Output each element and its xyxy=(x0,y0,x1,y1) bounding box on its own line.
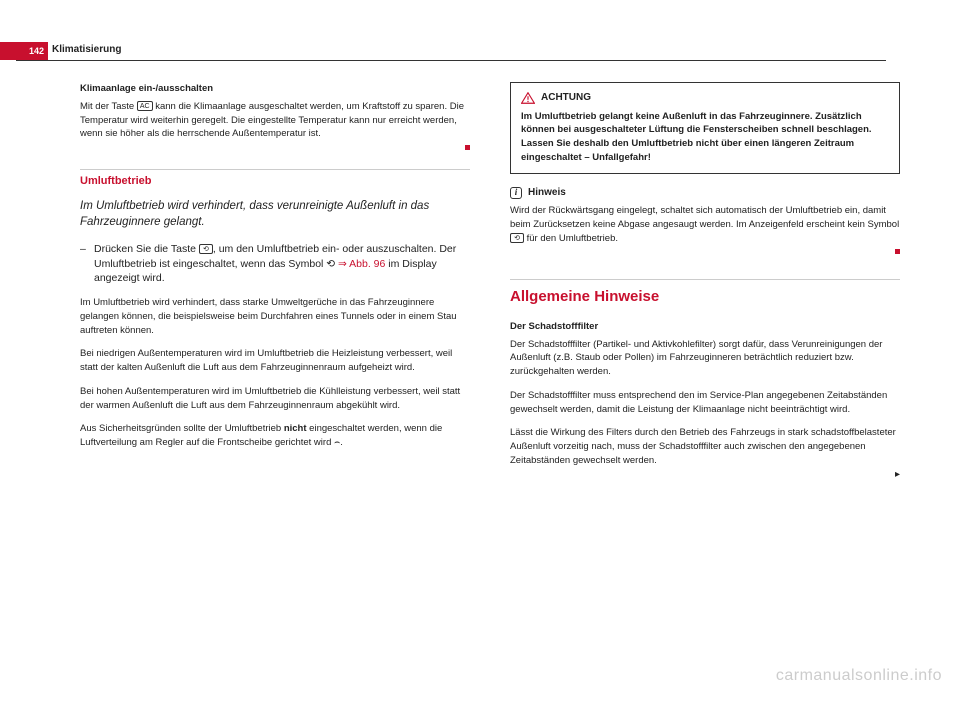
heading-schadstofffilter: Der Schadstofffilter xyxy=(510,320,900,334)
section-end-icon xyxy=(465,145,470,150)
para-filter-2: Der Schadstofffilter muss entsprechend d… xyxy=(510,389,900,417)
warning-label: ACHTUNG xyxy=(541,91,591,106)
header-title: Klimatisierung xyxy=(52,44,121,55)
text: Drücken Sie die Taste xyxy=(94,243,199,255)
para-umluft-2: Im Umluftbetrieb wird verhindert, dass s… xyxy=(80,296,470,337)
figure-reference-link[interactable]: ⇒ Abb. 96 xyxy=(338,258,385,270)
header-rule xyxy=(16,60,886,61)
left-column: Klimaanlage ein-/ausschalten Mit der Tas… xyxy=(80,82,470,492)
content-area: Klimaanlage ein-/ausschalten Mit der Tas… xyxy=(80,82,900,492)
warning-title: ACHTUNG xyxy=(521,91,889,106)
text: für den Umluftbetrieb. xyxy=(524,233,618,244)
intro-umluft: Im Umluftbetrieb wird verhindert, dass v… xyxy=(80,198,470,230)
recirculation-symbol-icon: ⟲ xyxy=(326,258,335,270)
continuation-icon: ▸ xyxy=(895,468,900,483)
bullet-umluft-toggle: – Drücken Sie die Taste ⟲, um den Umluft… xyxy=(80,242,470,286)
bullet-text: Drücken Sie die Taste ⟲, um den Umluftbe… xyxy=(94,242,470,286)
para-filter-3: Lässt die Wirkung des Filters durch den … xyxy=(510,426,900,482)
para-filter-1: Der Schadstofffilter (Partikel- und Akti… xyxy=(510,338,900,379)
right-column: ACHTUNG Im Umluftbetrieb gelangt keine A… xyxy=(510,82,900,492)
info-icon: i xyxy=(510,187,522,199)
warning-body: Im Umluftbetrieb gelangt keine Außenluft… xyxy=(521,110,889,165)
note-body: Wird der Rückwärtsgang eingelegt, schalt… xyxy=(510,204,900,259)
para-umluft-4: Bei hohen Außentemperaturen wird im Umlu… xyxy=(80,385,470,413)
text: Wird der Rückwärtsgang eingelegt, schalt… xyxy=(510,205,899,230)
text: Aus Sicherheitsgründen sollte der Umluft… xyxy=(80,423,284,434)
section-end-icon xyxy=(895,249,900,254)
para-umluft-5: Aus Sicherheitsgründen sollte der Umluft… xyxy=(80,422,470,450)
page-number-tab: 142 xyxy=(0,42,48,60)
text: Lässt die Wirkung des Filters durch den … xyxy=(510,427,896,466)
bold-nicht: nicht xyxy=(284,423,307,434)
text: Mit der Taste xyxy=(80,101,137,112)
bullet-dash-icon: – xyxy=(80,242,94,286)
warning-triangle-icon xyxy=(521,92,535,104)
para-klimaanlage: Mit der Taste AC kann die Klimaanlage au… xyxy=(80,100,470,155)
note-title: i Hinweis xyxy=(510,186,900,201)
para-umluft-3: Bei niedrigen Außentemperaturen wird im … xyxy=(80,347,470,375)
ac-button-icon: AC xyxy=(137,101,153,111)
page-number: 142 xyxy=(29,46,44,56)
text: . xyxy=(340,437,343,448)
watermark: carmanualsonline.info xyxy=(776,667,942,685)
warning-body-text: Im Umluftbetrieb gelangt keine Außenluft… xyxy=(521,111,872,163)
note-label: Hinweis xyxy=(528,186,566,201)
recirculation-button-icon: ⟲ xyxy=(510,233,524,243)
warning-box: ACHTUNG Im Umluftbetrieb gelangt keine A… xyxy=(510,82,900,174)
recirculation-button-icon: ⟲ xyxy=(199,244,213,254)
heading-klimaanlage: Klimaanlage ein-/ausschalten xyxy=(80,82,470,96)
heading-umluftbetrieb: Umluftbetrieb xyxy=(80,169,470,190)
heading-allgemeine-hinweise: Allgemeine Hinweise xyxy=(510,279,900,308)
